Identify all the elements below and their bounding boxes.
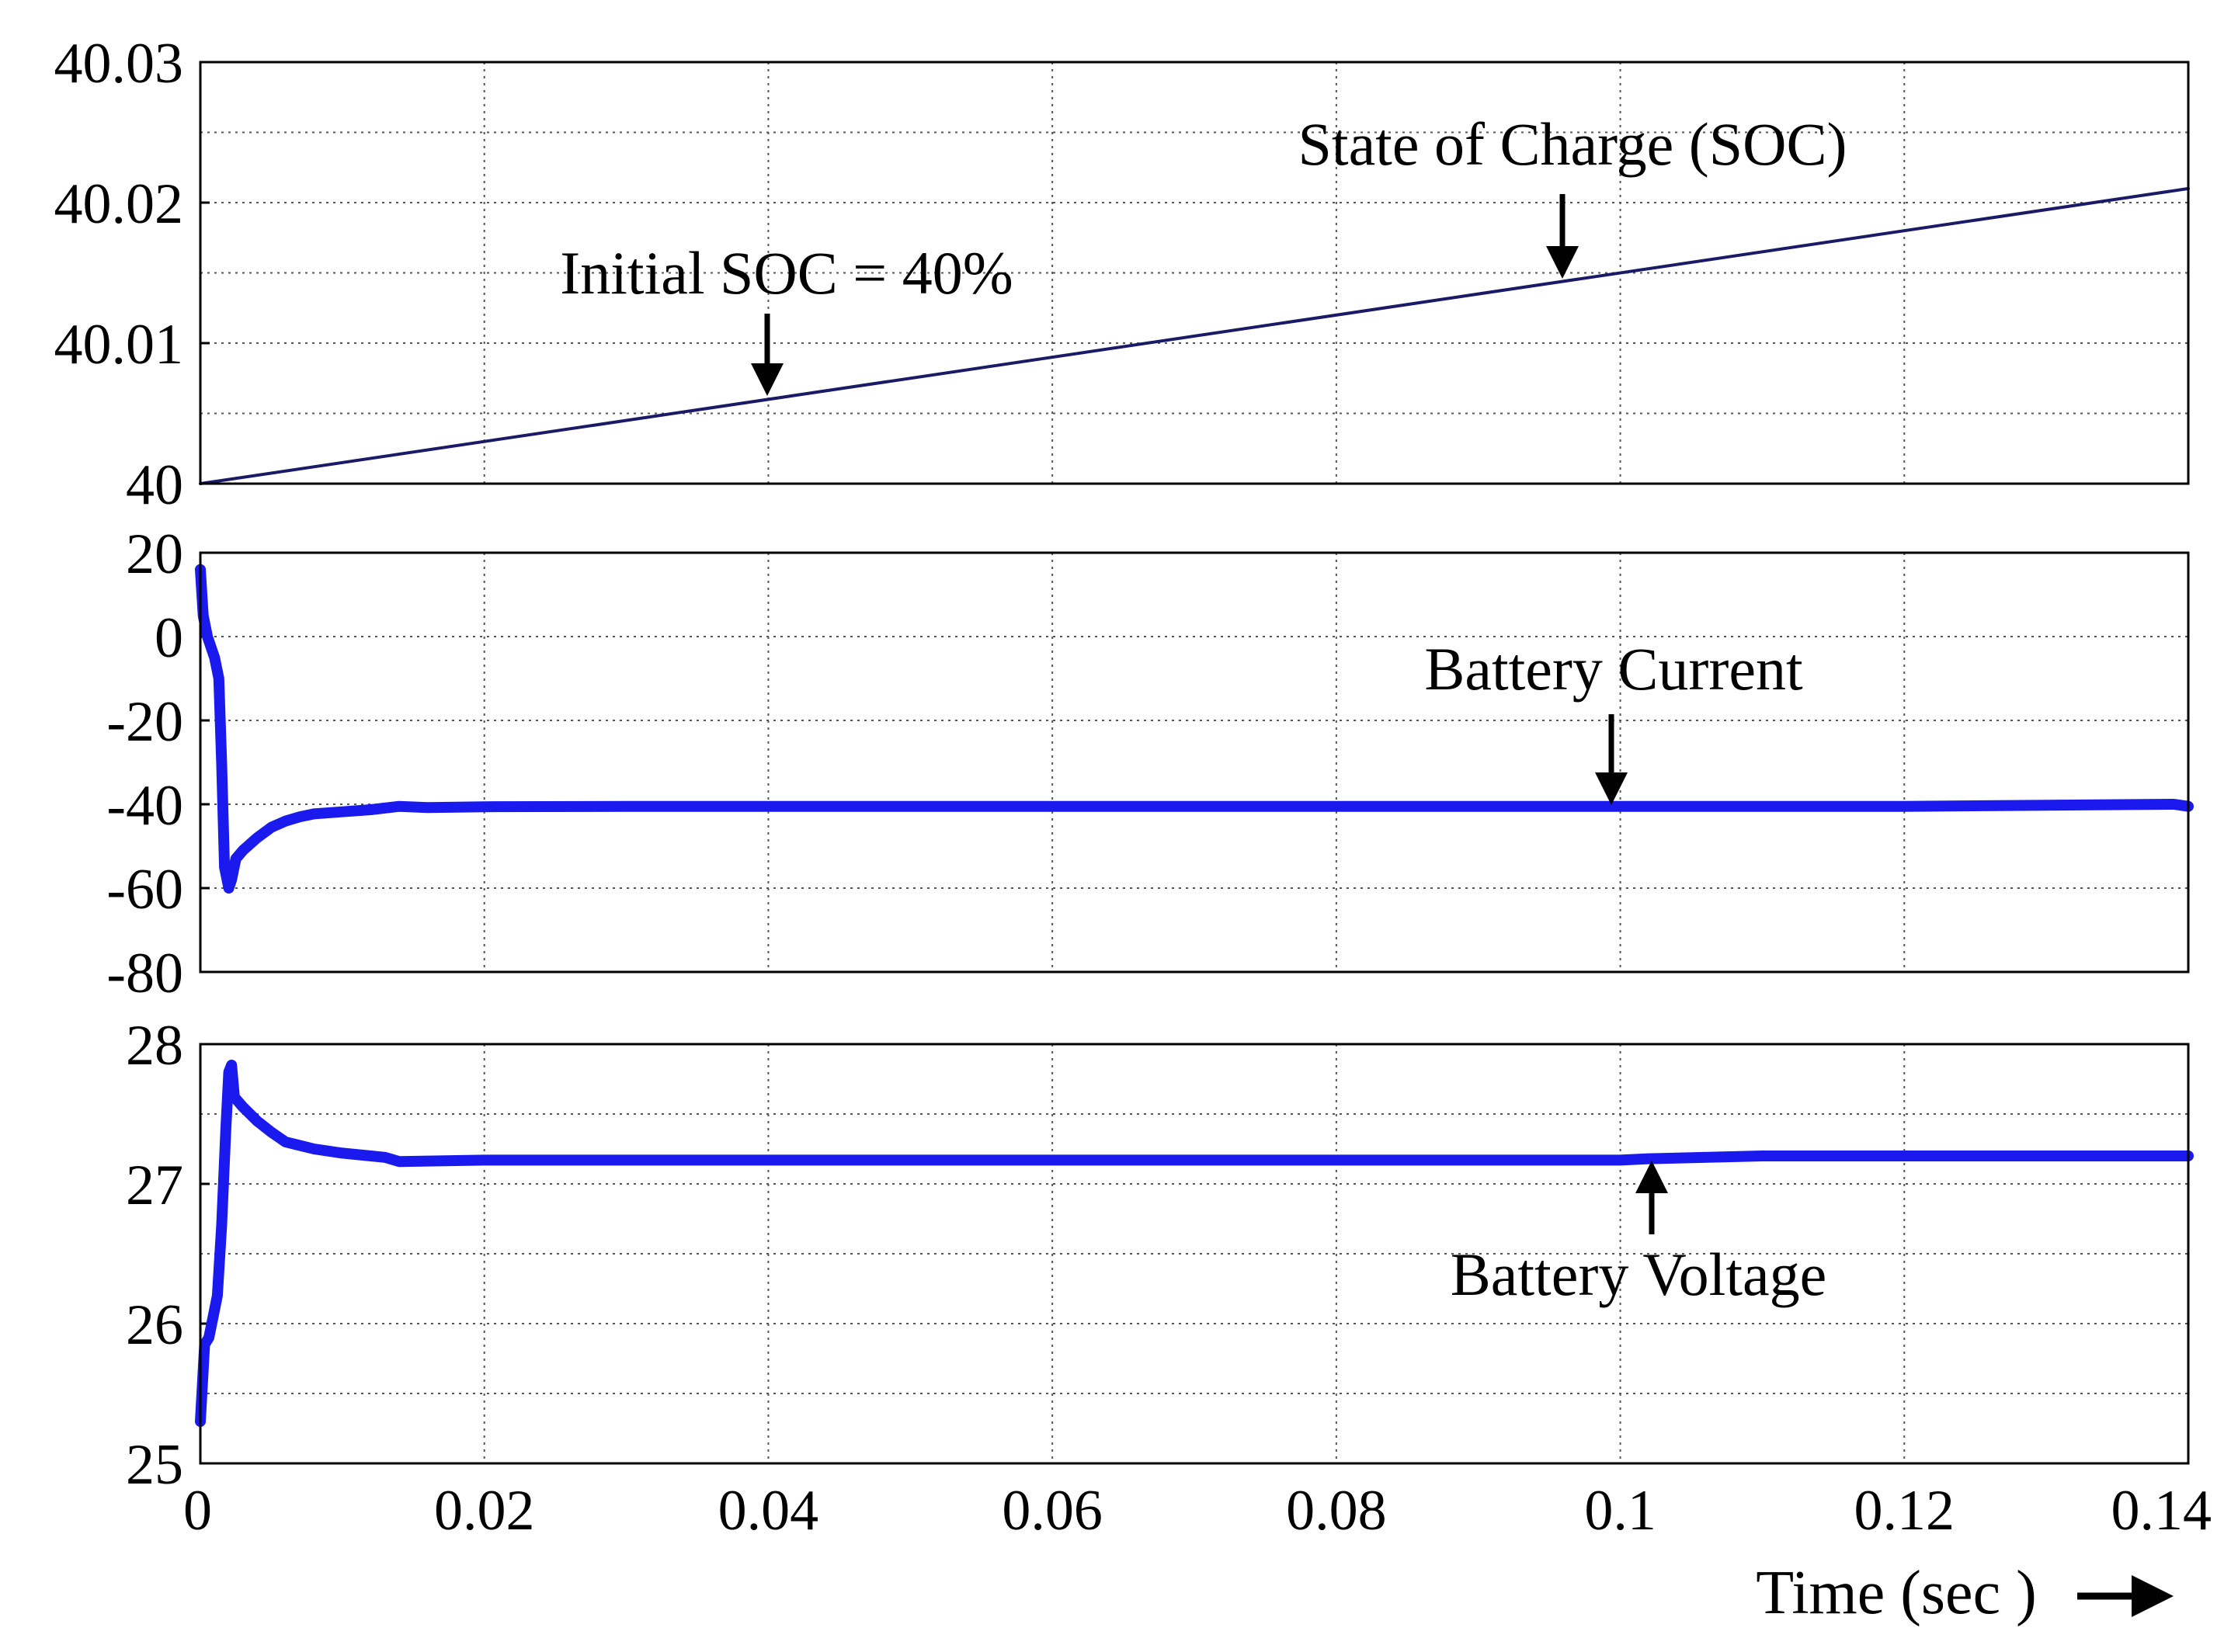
- voltage-grid: [200, 1044, 2188, 1463]
- y-tick-label: 28: [126, 1014, 183, 1078]
- x-tick-label: 0.02: [434, 1479, 535, 1543]
- current-y-ticks: -80 -60 -40 -20 0 20: [106, 522, 210, 1005]
- y-tick-label: -20: [106, 690, 183, 754]
- series-line: [195, 564, 2194, 894]
- soc-grid: [200, 62, 2188, 484]
- x-axis-label: Time (sec ): [1756, 1559, 2036, 1627]
- x-axis-title: Time (sec ): [1756, 1559, 2174, 1627]
- x-tick-label: 0.12: [1854, 1479, 1955, 1543]
- voltage-series: [195, 1060, 2194, 1427]
- x-tick-label: 0.1: [1584, 1479, 1656, 1543]
- y-tick-label: -60: [106, 858, 183, 921]
- x-tick-label: 0.04: [718, 1479, 819, 1543]
- series-line: [195, 1060, 2194, 1427]
- y-tick-label: 40.01: [54, 313, 184, 377]
- voltage-panel: 25 26 27 28 0 0.02 0.04 0.06 0.08 0.1 0.12 0.14 Ba…: [126, 1014, 2212, 1543]
- x-tick-label: 0: [183, 1479, 212, 1543]
- soc-series: [199, 186, 2190, 485]
- x-tick-label: 0.14: [2111, 1479, 2212, 1543]
- soc-y-ticks: 40 40.01 40.02 40.03: [54, 32, 210, 517]
- y-tick-label: -40: [106, 774, 183, 838]
- y-tick-label: 40: [126, 453, 183, 517]
- soc-plot-frame: [199, 61, 2190, 485]
- y-tick-label: 40.03: [54, 32, 184, 95]
- current-panel: -80 -60 -40 -20 0 20 Battery Current: [106, 522, 2194, 1005]
- voltage-annotation-label: Battery Voltage: [1451, 1241, 1827, 1308]
- y-tick-label: 20: [126, 522, 183, 586]
- voltage-plot-frame: [199, 1043, 2190, 1465]
- x-tick-label: 0.08: [1286, 1479, 1387, 1543]
- initial-soc-annotation: Initial SOC = 40%: [560, 239, 1013, 396]
- voltage-y-ticks: 25 26 27 28: [126, 1014, 210, 1497]
- soc-annotation-label: State of Charge (SOC): [1298, 110, 1847, 178]
- current-annotation-label: Battery Current: [1424, 635, 1803, 703]
- soc-annotation: State of Charge (SOC): [1298, 110, 1847, 279]
- current-series: [195, 564, 2194, 894]
- y-tick-label: 0: [155, 606, 183, 670]
- x-axis-ticks: 0 0.02 0.04 0.06 0.08 0.1 0.12 0.14: [183, 1479, 2212, 1543]
- initial-soc-annotation-label: Initial SOC = 40%: [560, 239, 1013, 307]
- y-tick-label: 25: [126, 1433, 183, 1497]
- y-tick-label: -80: [106, 942, 183, 1005]
- current-plot-frame: [199, 551, 2190, 974]
- y-tick-label: 26: [126, 1293, 183, 1357]
- current-annotation: Battery Current: [1424, 635, 1803, 805]
- y-tick-label: 40.02: [54, 172, 184, 236]
- current-grid: [200, 553, 2188, 972]
- y-tick-label: 27: [126, 1154, 183, 1217]
- series-line: [199, 186, 2190, 485]
- voltage-annotation: Battery Voltage: [1451, 1161, 1827, 1308]
- x-tick-label: 0.06: [1002, 1479, 1103, 1543]
